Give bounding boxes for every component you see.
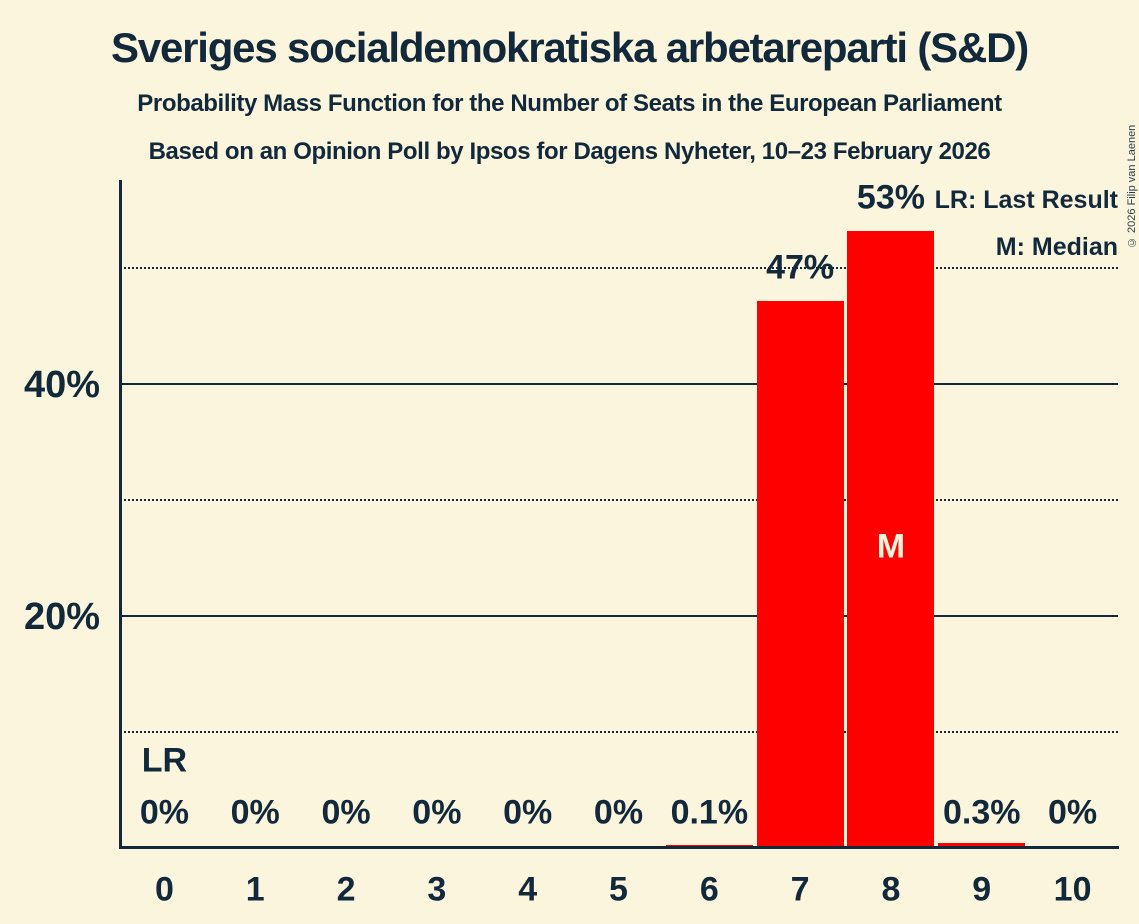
bar-value-label-7: 47% xyxy=(766,248,835,287)
chart-title: Sveriges socialdemokratiska arbetarepart… xyxy=(110,24,1029,71)
y-tick-label-20: 20% xyxy=(23,596,100,638)
chart-subtitle-pmf: Probability Mass Function for the Number… xyxy=(137,90,1002,117)
bar-value-label-3: 0% xyxy=(412,793,462,832)
bar-value-label-9: 0.3% xyxy=(943,793,1021,832)
y-axis-line xyxy=(119,180,122,849)
chart-subtitle-poll: Based on an Opinion Poll by Ipsos for Da… xyxy=(148,138,991,165)
x-tick-label-10: 10 xyxy=(1053,870,1092,909)
bar-value-label-8: 53% xyxy=(856,178,925,217)
x-tick-label-9: 9 xyxy=(972,870,992,909)
x-tick-label-1: 1 xyxy=(245,870,265,909)
bar-value-label-0: 0% xyxy=(139,793,189,832)
x-tick-label-4: 4 xyxy=(518,870,538,909)
legend-median: M: Median xyxy=(995,233,1118,261)
x-tick-label-0: 0 xyxy=(154,870,174,909)
median-marker: M xyxy=(876,527,906,566)
x-tick-label-5: 5 xyxy=(609,870,628,909)
gridline-50pct xyxy=(119,267,1118,269)
bar-seat-9 xyxy=(938,843,1026,846)
x-tick-label-2: 2 xyxy=(336,870,356,909)
bar-seat-8 xyxy=(847,231,935,846)
gridline-30pct xyxy=(119,499,1118,501)
bar-seat-7 xyxy=(756,301,844,846)
bar-value-label-10: 0% xyxy=(1048,793,1098,832)
x-tick-label-6: 6 xyxy=(699,870,719,909)
bar-seat-6 xyxy=(665,845,753,846)
bar-value-label-5: 0% xyxy=(593,793,644,832)
y-tick-label-40: 40% xyxy=(23,364,100,406)
bar-value-label-6: 0.1% xyxy=(670,793,749,832)
x-tick-label-3: 3 xyxy=(427,870,447,909)
x-tick-label-8: 8 xyxy=(881,870,901,909)
gridline-20pct xyxy=(119,615,1118,617)
bar-value-label-1: 0% xyxy=(230,793,280,832)
gridline-40pct xyxy=(119,383,1118,385)
gridline-10pct xyxy=(119,731,1118,733)
last-result-marker: LR xyxy=(141,741,188,780)
x-axis-line xyxy=(119,846,1119,849)
bar-value-label-4: 0% xyxy=(503,793,553,832)
bar-value-label-2: 0% xyxy=(321,793,371,832)
x-tick-label-7: 7 xyxy=(790,870,810,909)
legend-last-result: LR: Last Result xyxy=(934,186,1118,214)
